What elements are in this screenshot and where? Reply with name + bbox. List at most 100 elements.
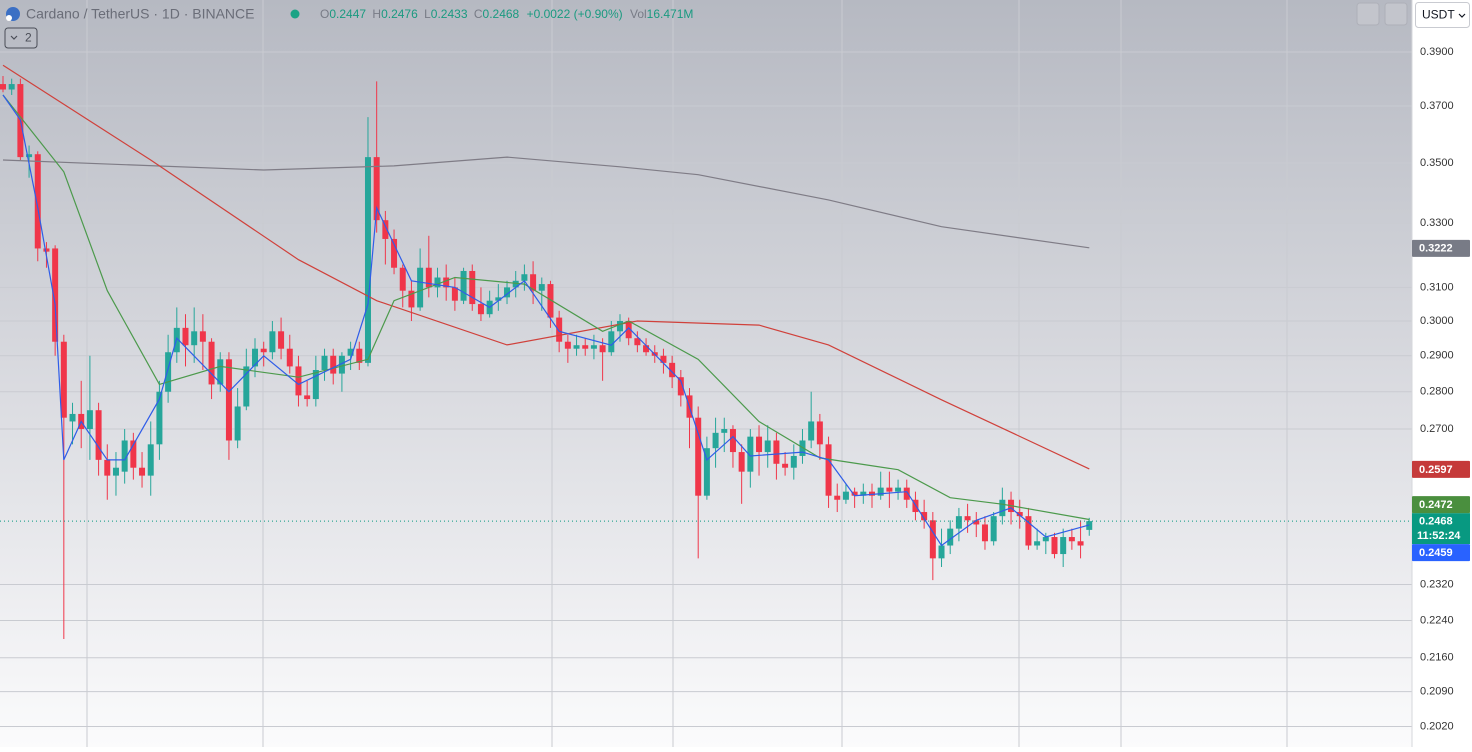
candle-body [869, 491, 875, 496]
price-axis [1412, 0, 1472, 747]
candle-body [599, 345, 606, 353]
toolbar-button[interactable] [1384, 2, 1408, 26]
ma-price-tag-label: 0.2597 [1419, 464, 1453, 476]
ma-price-tag [1412, 496, 1470, 514]
indicator-count: 2 [25, 31, 32, 45]
candle-body [191, 331, 198, 346]
candle-body [469, 270, 476, 305]
candle-body [886, 487, 893, 492]
o-label: O [320, 7, 329, 21]
candle-body [225, 359, 232, 441]
candle-body [582, 345, 589, 349]
candle-body [903, 487, 910, 500]
candle-body [851, 491, 858, 496]
y-tick-label: 0.2700 [1420, 423, 1454, 435]
candle-body [8, 84, 15, 90]
candle-body [408, 290, 415, 308]
candle-body [460, 270, 467, 301]
candle-body [399, 267, 406, 291]
candle-body [338, 355, 345, 374]
y-tick-label: 0.2320 [1420, 578, 1454, 590]
candle-body [860, 491, 867, 496]
moving-average [2, 64, 1090, 470]
candle-body [1060, 537, 1067, 555]
candle-body [156, 391, 163, 445]
currency-select[interactable]: USDT [1415, 2, 1470, 28]
candle-body [165, 352, 172, 392]
indicator-toggle-box[interactable] [4, 27, 38, 49]
candle-body [590, 345, 597, 349]
candle-body [330, 355, 337, 374]
candle-body [434, 277, 441, 288]
symbol-title: Cardano / TetherUS · 1D · BINANCE [26, 6, 255, 22]
price-tags: 0.2468 11:52:24 0.3222 0.2597 0.2472 0.2459 [1412, 239, 1470, 562]
candle-body [834, 495, 841, 500]
toolbar-button[interactable] [1356, 2, 1380, 26]
candle-body [877, 487, 884, 496]
symbol-icon-badge [6, 15, 12, 21]
candle-body [999, 499, 1006, 517]
candle-body [234, 406, 241, 441]
indicator-toggle[interactable]: 2 [4, 27, 38, 49]
countdown: 11:52:24 [1417, 530, 1461, 542]
candle-body [782, 463, 789, 468]
candle-body [764, 440, 771, 453]
candle-body [695, 417, 702, 496]
y-tick-label: 0.3300 [1420, 217, 1454, 229]
candle-body [808, 421, 815, 441]
candle-body [304, 395, 311, 400]
candle-body [990, 516, 997, 542]
candle-body [895, 487, 902, 492]
candle-body [973, 520, 980, 525]
ma-price-tag-label: 0.2472 [1419, 499, 1453, 511]
moving-average [2, 156, 1090, 249]
candle-body [981, 524, 988, 542]
y-tick-label: 0.2160 [1420, 652, 1454, 664]
plot [0, 64, 1412, 639]
candle-body [104, 459, 111, 476]
h-grid [0, 51, 1412, 727]
candle-body [147, 444, 154, 476]
candle-body [130, 440, 137, 468]
price-axis-labels: 0.3900 0.3700 0.3500 0.3300 0.3100 0.3000 0.29… [1420, 46, 1454, 732]
y-tick-label: 0.3100 [1420, 281, 1454, 293]
candle-body [721, 429, 728, 433]
candle-body [34, 154, 41, 249]
candle-body [69, 413, 76, 422]
candle-body [208, 341, 215, 385]
candle-body [286, 348, 293, 367]
candle-body [1077, 541, 1084, 546]
moving-average [2, 94, 1090, 521]
candle-body [182, 327, 189, 346]
candle-body [573, 345, 580, 349]
candle-body [312, 369, 319, 400]
candle-body [243, 366, 250, 407]
vol-value: 16.471M [647, 7, 694, 21]
candle-body [269, 331, 276, 353]
candle-body [1042, 537, 1049, 542]
candle-body [842, 491, 849, 500]
candle-body [495, 297, 502, 301]
last-price-tag-label: 0.2468 [1419, 516, 1453, 528]
candle-body [547, 284, 554, 318]
candle-body [530, 274, 537, 291]
candle-body [260, 348, 267, 353]
candle-body [521, 274, 528, 281]
candle-body [538, 284, 545, 291]
ma-price-tag-label: 0.3222 [1419, 243, 1453, 255]
candle-body [790, 455, 797, 468]
y-tick-label: 0.3000 [1420, 315, 1454, 327]
candle-body [391, 238, 398, 268]
candle-body [321, 355, 328, 370]
candle-body [217, 359, 224, 385]
candle-body [729, 429, 736, 453]
chevron [1458, 13, 1466, 18]
candle-body [625, 321, 632, 339]
y-tick-label: 0.2090 [1420, 685, 1454, 697]
currency-select-box[interactable] [1415, 2, 1470, 28]
candle-body [947, 528, 954, 546]
y-tick-label: 0.2020 [1420, 720, 1454, 732]
candle-body [799, 440, 806, 456]
candle-body [295, 366, 302, 396]
